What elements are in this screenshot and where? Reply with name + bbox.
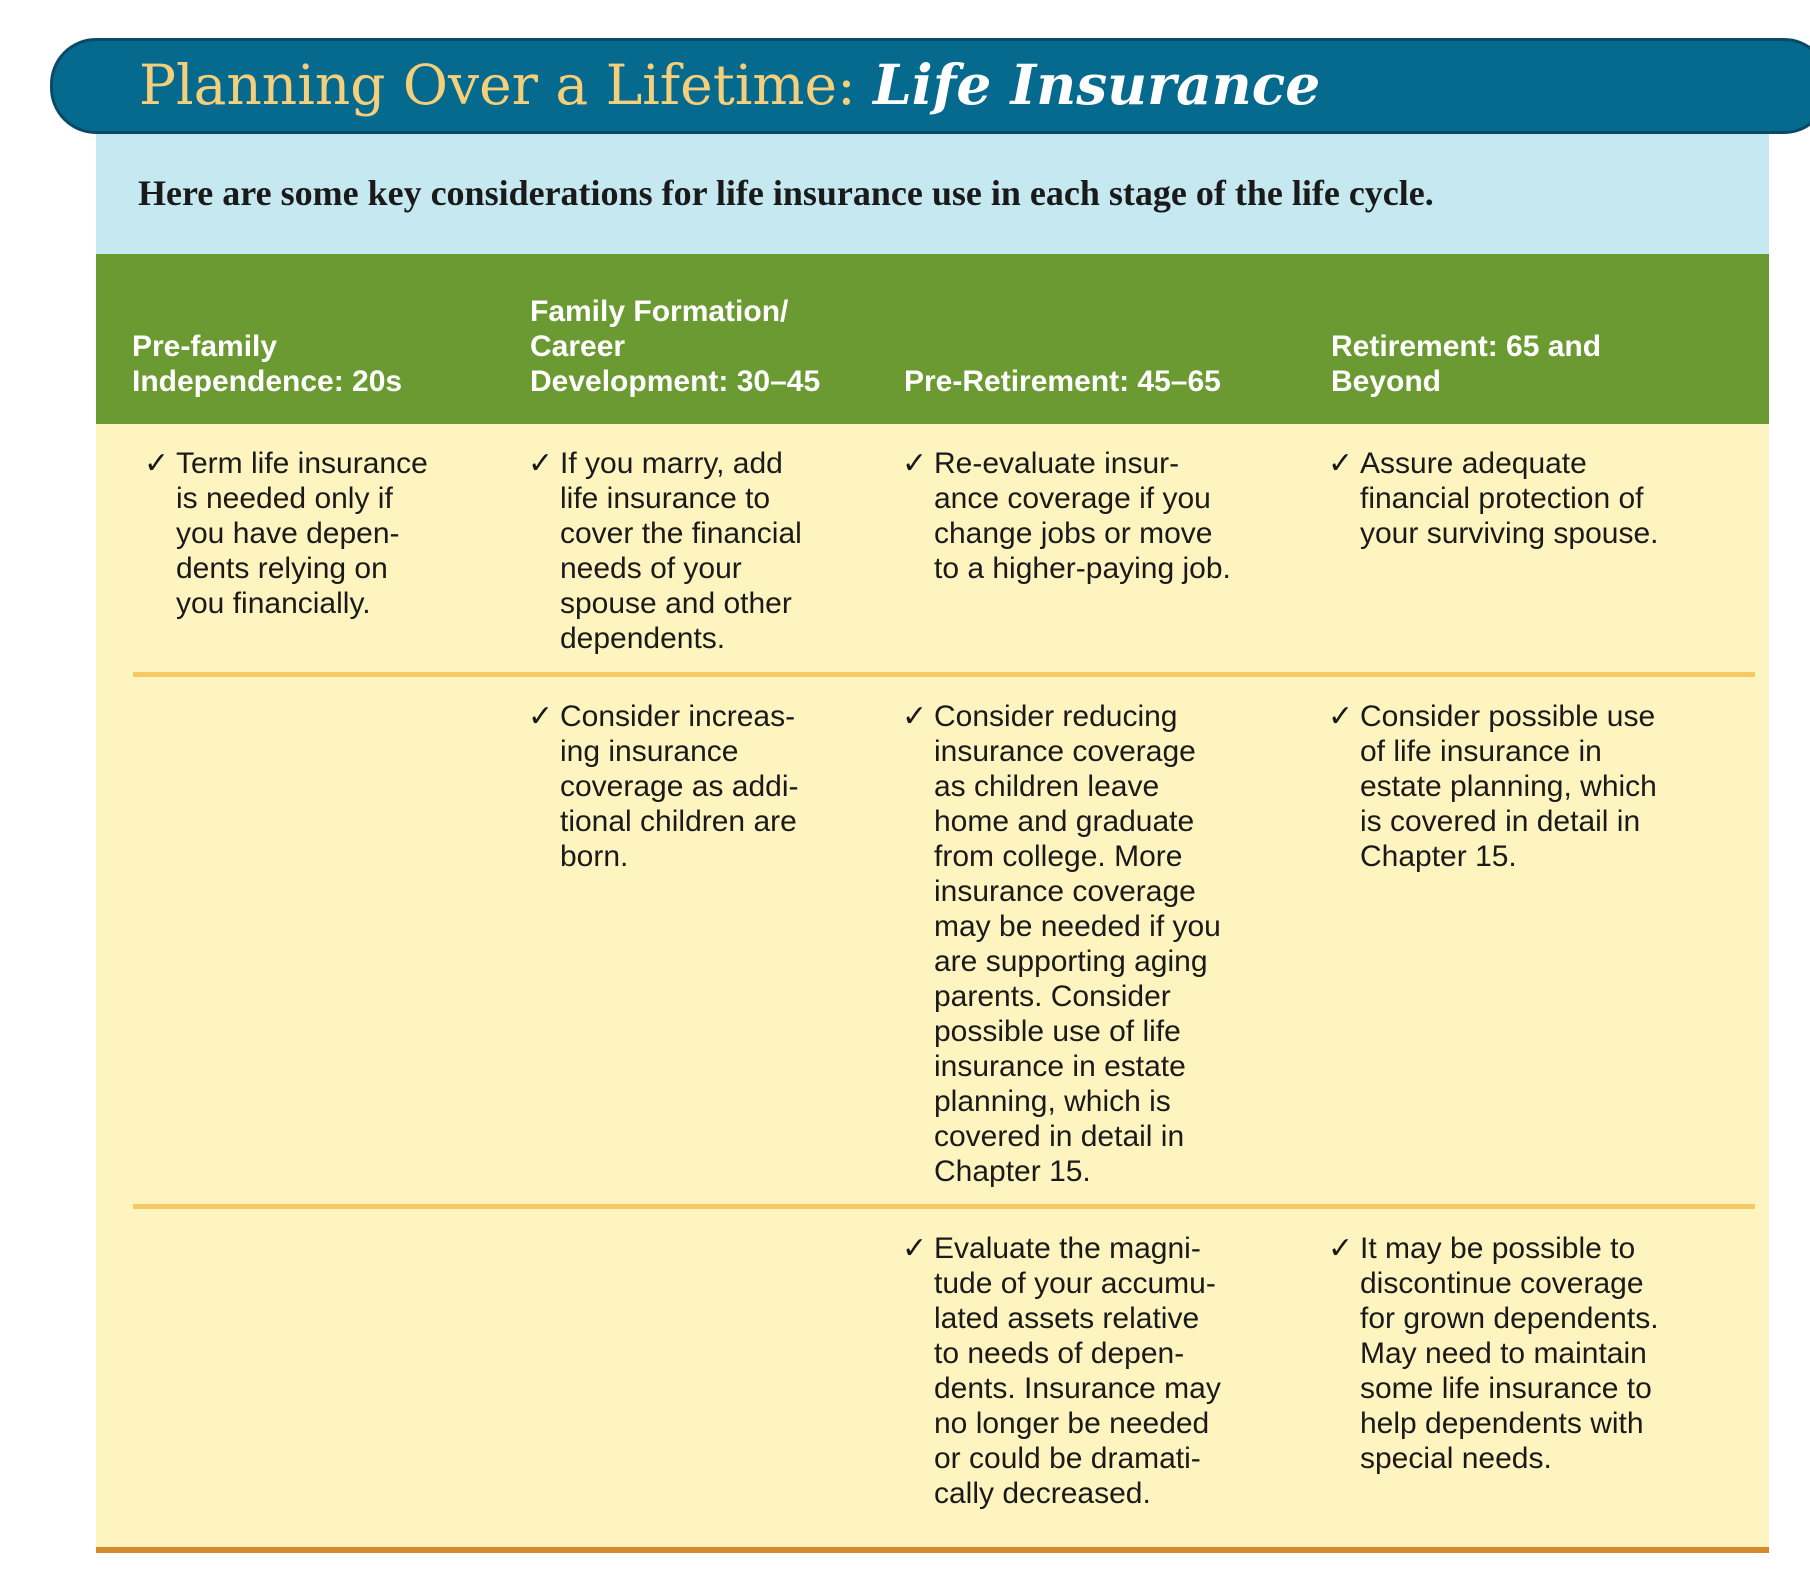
column-header-pre-family: Pre-family Independence: 20s: [132, 330, 403, 398]
row-divider: [133, 672, 1755, 677]
title-emphasis-text: Life Insurance: [873, 52, 1321, 117]
list-item: ✓ Term life insurance is needed only if …: [144, 446, 524, 621]
row-divider: [133, 1204, 1755, 1209]
column-header-family-formation: Family Formation/ Career Development: 30…: [530, 295, 821, 398]
checkmark-icon: ✓: [1328, 447, 1354, 480]
page-title: Planning Over a Lifetime: Life Insurance: [139, 52, 1321, 117]
column-header-row: Pre-family Independence: 20s Family Form…: [96, 254, 1769, 424]
item-text: Assure adequate financial protection of …: [1360, 447, 1659, 550]
item-text: It may be possible to discontinue covera…: [1360, 1232, 1659, 1475]
item-text: Term life insurance is needed only if yo…: [176, 447, 428, 620]
checkmark-icon: ✓: [528, 447, 554, 480]
checkmark-icon: ✓: [528, 700, 554, 733]
title-main-text: Planning Over a Lifetime:: [139, 53, 874, 117]
list-item: ✓ If you marry, add life insurance to co…: [528, 446, 898, 656]
column-header-retirement: Retirement: 65 and Beyond: [1331, 330, 1602, 398]
checkmark-icon: ✓: [902, 1232, 928, 1265]
checkmark-icon: ✓: [144, 447, 170, 480]
content-panel: Here are some key considerations for lif…: [96, 134, 1769, 1553]
list-item: ✓ Consider increas- ing insurance covera…: [528, 699, 898, 874]
checkmark-icon: ✓: [1328, 1232, 1354, 1265]
item-text: Consider increas- ing insurance coverage…: [560, 700, 799, 873]
item-text: Consider possible use of life insurance …: [1360, 700, 1657, 873]
list-item: ✓ Assure adequate financial protection o…: [1328, 446, 1758, 551]
item-text: Consider reducing insurance coverage as …: [934, 700, 1221, 1188]
column-header-pre-retirement: Pre-Retirement: 45–65: [904, 365, 1221, 398]
checkmark-icon: ✓: [1328, 700, 1354, 733]
checkmark-icon: ✓: [902, 700, 928, 733]
intro-band: Here are some key considerations for lif…: [96, 134, 1769, 254]
intro-text: Here are some key considerations for lif…: [138, 173, 1434, 213]
checkmark-icon: ✓: [902, 447, 928, 480]
item-text: If you marry, add life insurance to cove…: [560, 447, 802, 655]
item-text: Re-evaluate insur- ance coverage if you …: [934, 447, 1231, 585]
list-item: ✓ Consider reducing insurance coverage a…: [902, 699, 1322, 1189]
list-item: ✓ Evaluate the magni- tude of your accum…: [902, 1231, 1322, 1511]
list-item: ✓ Consider possible use of life insuranc…: [1328, 699, 1758, 874]
title-banner: Planning Over a Lifetime: Life Insurance: [50, 38, 1810, 134]
list-item: ✓ Re-evaluate insur- ance coverage if yo…: [902, 446, 1322, 586]
bottom-rule: [96, 1547, 1769, 1553]
list-item: ✓ It may be possible to discontinue cove…: [1328, 1231, 1758, 1476]
item-text: Evaluate the magni- tude of your accumu-…: [934, 1232, 1221, 1510]
